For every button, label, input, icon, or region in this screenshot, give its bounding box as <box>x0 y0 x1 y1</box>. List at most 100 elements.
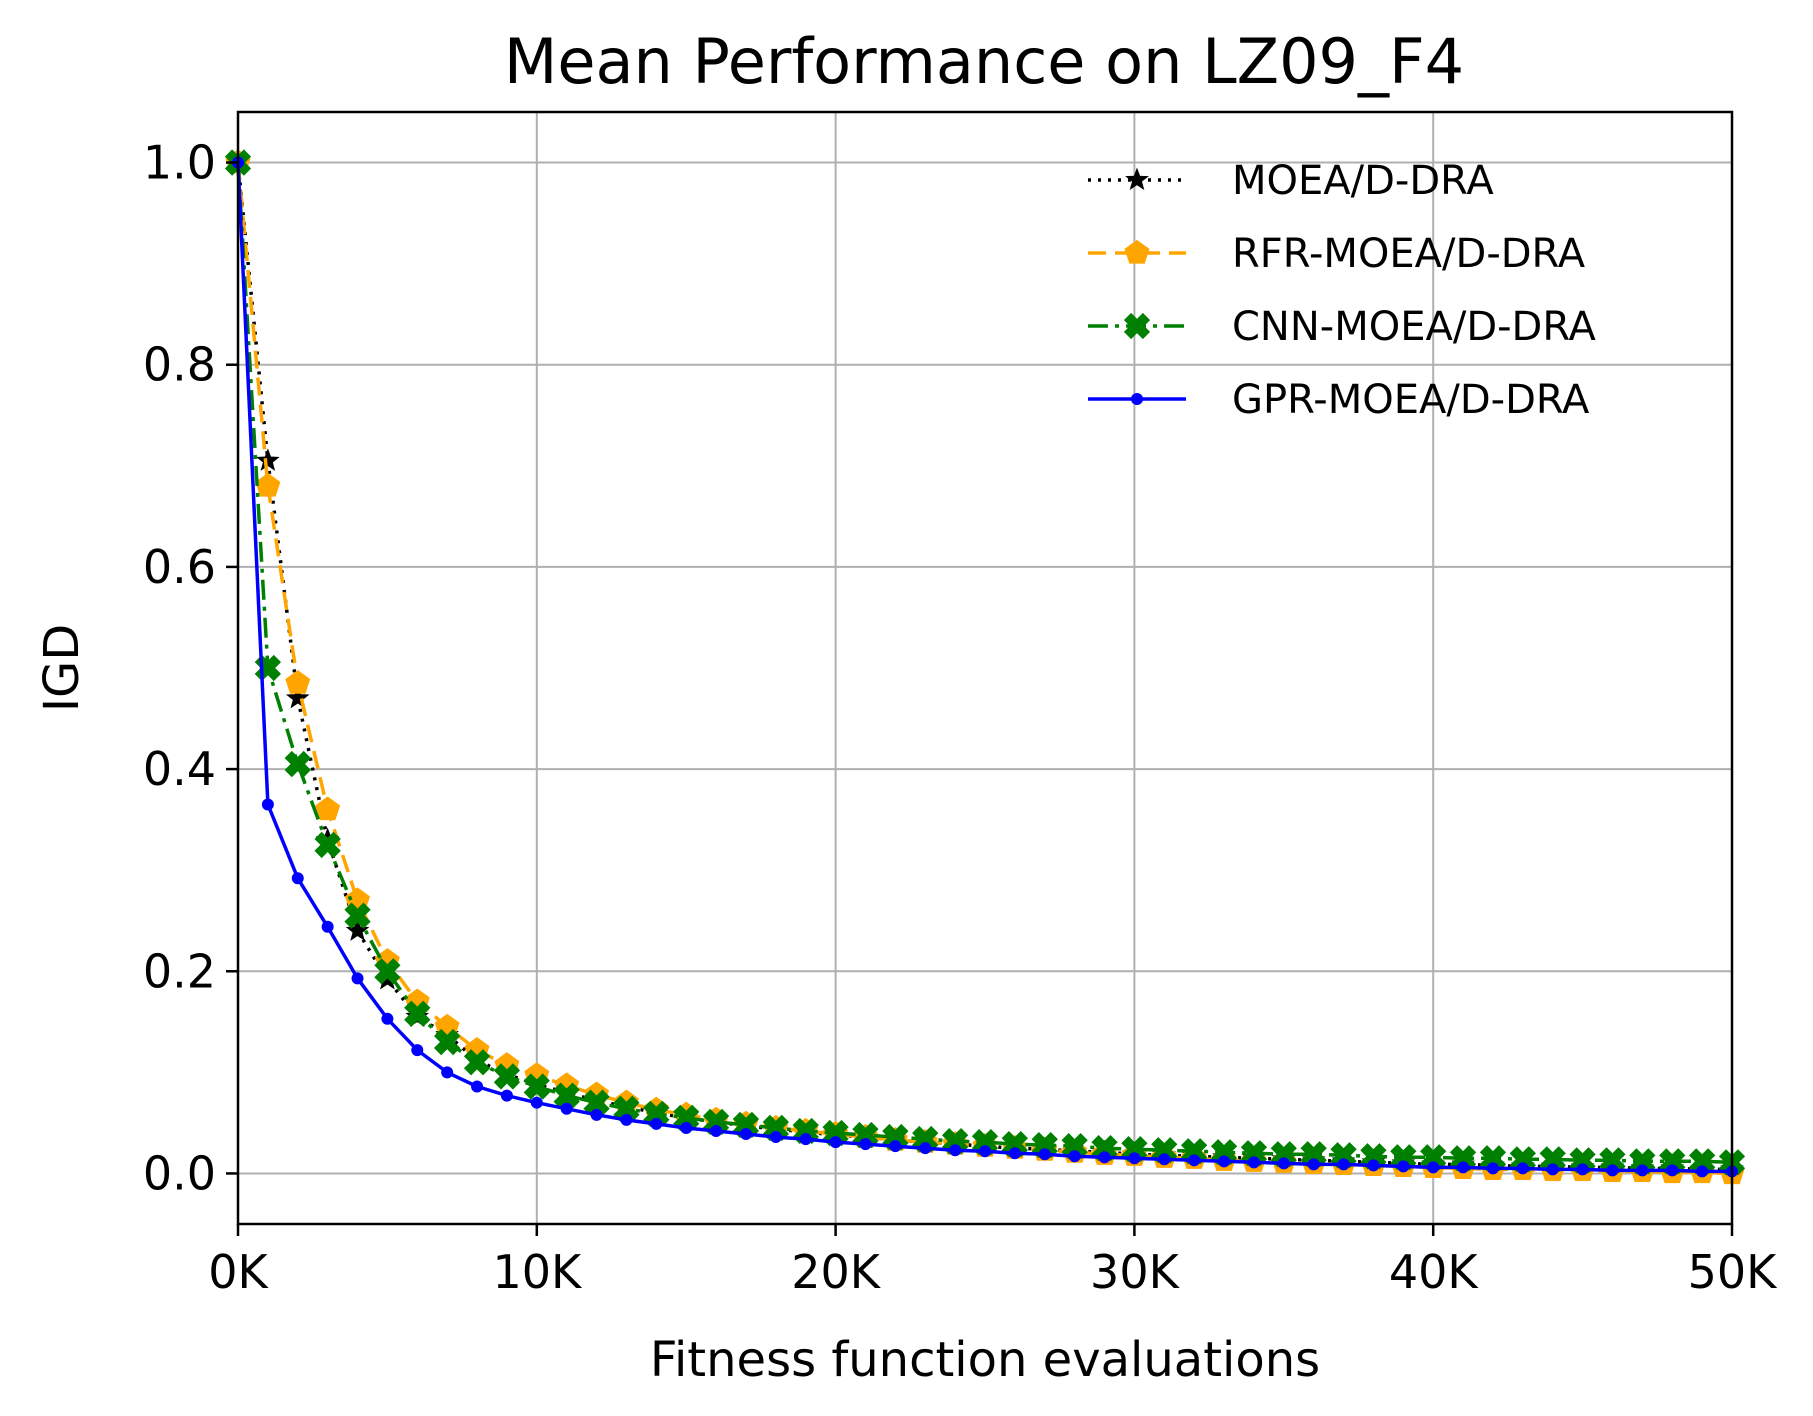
data-point <box>381 1012 394 1025</box>
data-point <box>829 1136 842 1149</box>
data-point <box>673 1104 700 1132</box>
y-tick-label: 1.0 <box>143 136 216 190</box>
data-point <box>1688 1148 1716 1175</box>
legend-marker <box>1123 312 1151 340</box>
data-point <box>769 1131 782 1144</box>
data-point <box>1061 1132 1088 1160</box>
legend-label: RFR-MOEA/D-DRA <box>1232 231 1586 277</box>
data-point <box>1188 1154 1201 1167</box>
data-point <box>1360 1143 1387 1170</box>
data-point <box>1420 1144 1447 1171</box>
x-axis-label: Fitness function evaluations <box>650 1332 1320 1388</box>
x-tick-label: 10K <box>492 1245 583 1299</box>
data-point <box>1367 1159 1380 1172</box>
y-tick-label: 0.2 <box>143 944 216 998</box>
data-point <box>411 1044 424 1057</box>
y-tick-label: 0.8 <box>143 338 216 392</box>
data-point <box>710 1124 723 1137</box>
data-point <box>912 1125 939 1153</box>
data-point <box>859 1138 872 1151</box>
data-point <box>1337 1158 1350 1171</box>
data-point <box>374 958 401 985</box>
y-tick-label: 0.4 <box>143 742 216 796</box>
series-layer <box>224 149 1746 1185</box>
legend-entry: GPR-MOEA/D-DRA <box>1088 377 1590 423</box>
legend-entry: CNN-MOEA/D-DRA <box>1088 304 1597 350</box>
data-point <box>1158 1153 1171 1166</box>
data-point <box>739 1128 752 1141</box>
legend-label: GPR-MOEA/D-DRA <box>1232 377 1590 423</box>
data-point <box>680 1121 693 1134</box>
data-point <box>530 1096 543 1109</box>
data-point <box>643 1100 670 1128</box>
y-tick-label: 0.6 <box>143 540 216 594</box>
data-point <box>1180 1138 1208 1165</box>
data-point <box>1151 1137 1178 1164</box>
data-point <box>1390 1144 1417 1171</box>
data-point <box>1606 1164 1619 1177</box>
data-point <box>1128 1152 1141 1165</box>
data-point <box>344 902 371 929</box>
x-tick-label: 30K <box>1090 1245 1181 1299</box>
data-point <box>285 685 310 709</box>
data-point <box>1277 1157 1290 1170</box>
data-point <box>1300 1141 1327 1168</box>
data-point <box>471 1080 484 1093</box>
data-point <box>941 1127 969 1155</box>
data-point <box>523 1073 550 1100</box>
x-tick-label: 40K <box>1389 1245 1480 1299</box>
x-tick-label: 50K <box>1688 1245 1779 1299</box>
data-point <box>1546 1163 1559 1176</box>
data-point <box>1001 1130 1029 1158</box>
data-point <box>261 798 274 811</box>
data-point <box>1636 1164 1649 1177</box>
data-point <box>321 920 334 933</box>
data-point <box>285 670 311 694</box>
legend-label: MOEA/D-DRA <box>1232 158 1494 204</box>
data-point <box>613 1095 640 1122</box>
plot-frame <box>236 110 1734 1226</box>
data-point <box>852 1121 879 1149</box>
legend-marker <box>1131 393 1143 405</box>
y-axis-label: IGD <box>34 624 90 712</box>
legend-entry: MOEA/D-DRA <box>1088 158 1494 204</box>
data-point <box>1696 1165 1709 1178</box>
data-point <box>1031 1131 1058 1159</box>
data-point <box>284 750 311 778</box>
data-point <box>291 872 304 885</box>
data-point <box>1599 1147 1626 1174</box>
data-point <box>560 1102 573 1115</box>
data-point <box>463 1049 491 1076</box>
series-cnn-moea-d-dra <box>224 149 1746 1176</box>
data-point <box>1516 1162 1529 1175</box>
data-point <box>1068 1150 1081 1163</box>
data-point <box>889 1140 902 1153</box>
data-point <box>1038 1148 1051 1161</box>
data-point <box>1008 1147 1021 1160</box>
data-point <box>1539 1146 1566 1173</box>
data-point <box>1270 1141 1297 1168</box>
axis-ticks: 0K 10K 20K 30K 40K 50K 0.0 0.2 0.4 0.6 0.8 1.0 <box>143 136 1778 1299</box>
data-point <box>882 1123 909 1151</box>
data-point <box>1307 1158 1320 1171</box>
data-point <box>1569 1147 1596 1174</box>
legend-marker <box>1125 167 1149 191</box>
data-point <box>1397 1160 1410 1173</box>
data-point <box>971 1128 999 1156</box>
data-point <box>979 1145 991 1158</box>
data-point <box>256 448 280 471</box>
data-point <box>1486 1162 1499 1175</box>
chart-title: Mean Performance on LZ09_F4 <box>504 25 1464 98</box>
data-point <box>315 796 341 821</box>
data-point <box>1576 1163 1589 1176</box>
data-point <box>433 1028 461 1056</box>
data-point <box>1240 1140 1268 1167</box>
data-point <box>620 1113 633 1126</box>
data-point <box>799 1133 812 1146</box>
data-point <box>1218 1155 1231 1168</box>
legend-marker <box>1124 239 1150 264</box>
data-point <box>1666 1164 1679 1177</box>
data-point <box>1509 1146 1537 1173</box>
data-point <box>1457 1161 1470 1174</box>
